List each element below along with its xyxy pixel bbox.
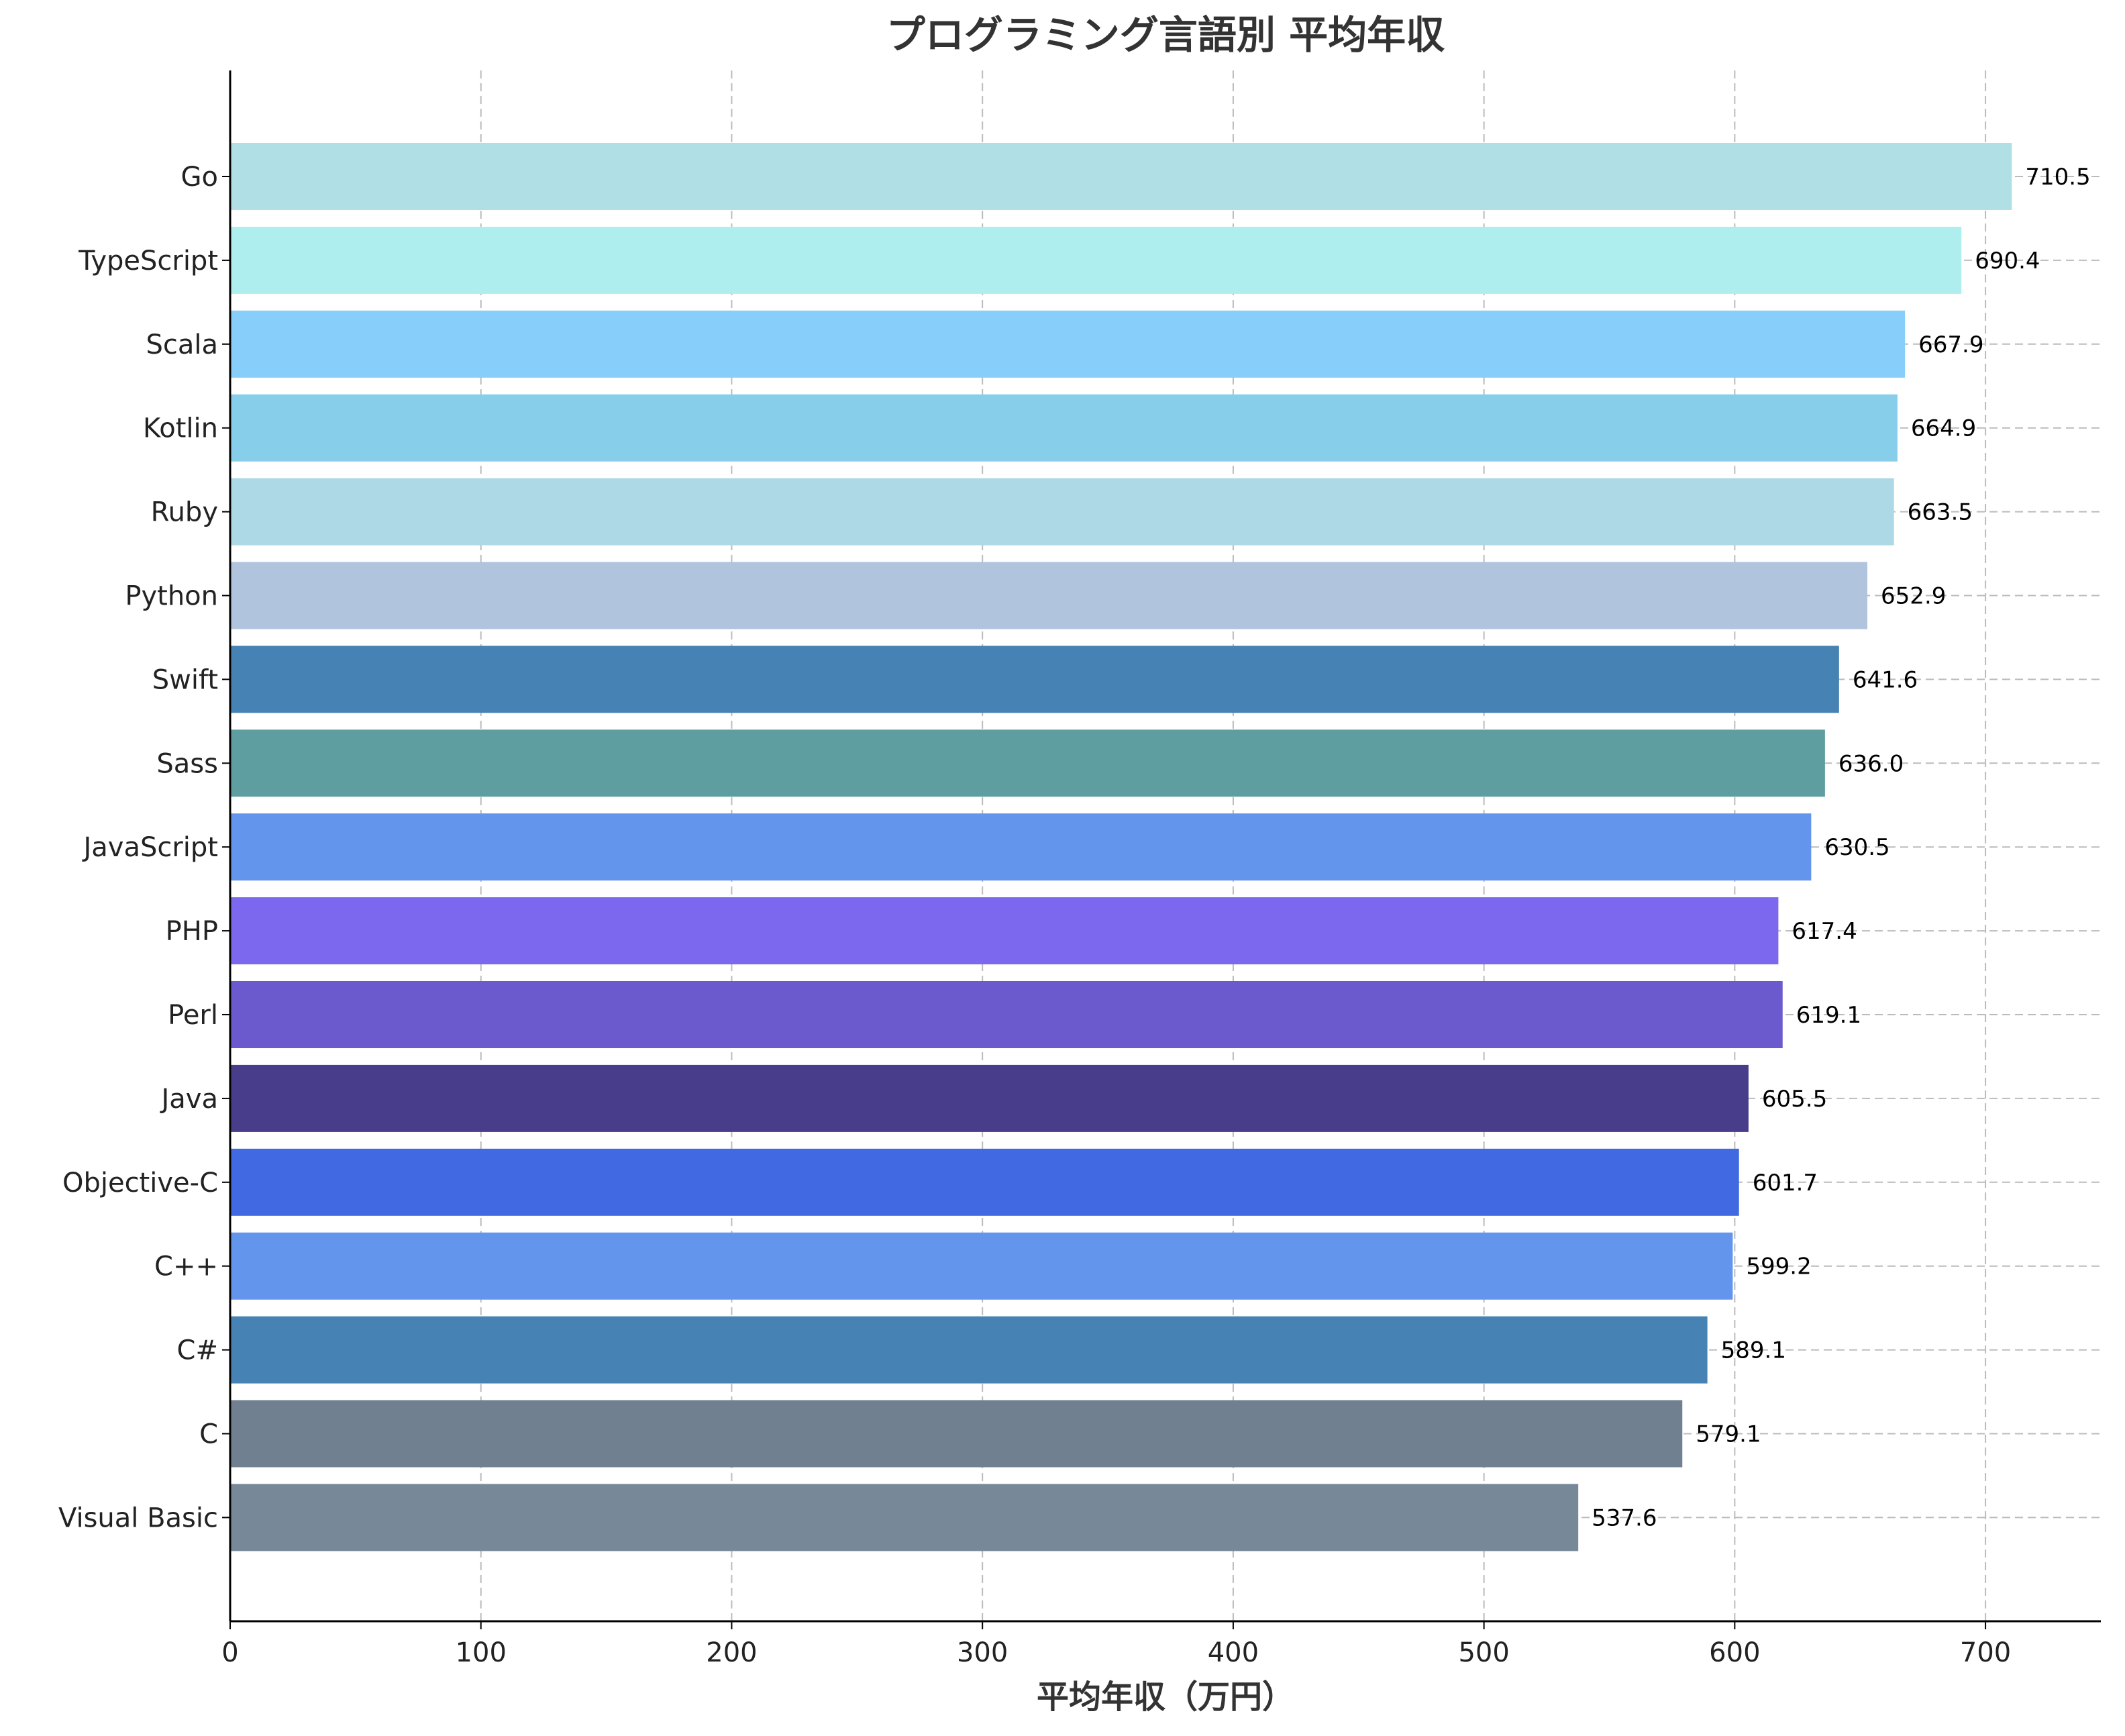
bar-PHP bbox=[230, 897, 1779, 965]
bar-JavaScript bbox=[230, 813, 1812, 881]
value-label: 605.5 bbox=[1762, 1086, 1827, 1113]
bar-Objective-C bbox=[230, 1148, 1739, 1216]
bar-Sass bbox=[230, 729, 1825, 797]
y-tick-label: C bbox=[199, 1419, 218, 1450]
bar-Perl bbox=[230, 981, 1783, 1048]
value-label: 710.5 bbox=[2025, 164, 2090, 191]
value-label: 589.1 bbox=[1721, 1337, 1786, 1364]
bar-Kotlin bbox=[230, 394, 1898, 462]
value-label: 617.4 bbox=[1792, 918, 1857, 945]
bar-Scala bbox=[230, 310, 1906, 378]
value-label: 667.9 bbox=[1918, 331, 1983, 358]
value-label: 619.1 bbox=[1796, 1002, 1861, 1029]
bar-Visual Basic bbox=[230, 1484, 1579, 1551]
x-axis-label: 平均年収（万円） bbox=[1037, 1678, 1294, 1716]
bar-C# bbox=[230, 1316, 1708, 1384]
y-tick-label: TypeScript bbox=[78, 246, 218, 276]
y-tick-label: Visual Basic bbox=[58, 1502, 218, 1533]
chart-title: プログラミング言語別 平均年収 bbox=[886, 12, 1445, 58]
value-label: 601.7 bbox=[1753, 1170, 1818, 1196]
y-tick-labels: Go TypeScript Scala Kotlin Ruby Python Swift Sa… bbox=[58, 162, 230, 1533]
value-label: 636.0 bbox=[1838, 750, 1904, 777]
y-tick-label: JavaScript bbox=[81, 832, 218, 863]
y-tick-label: Perl bbox=[168, 1000, 218, 1031]
value-label: 663.5 bbox=[1908, 499, 1973, 526]
bar-Java bbox=[230, 1064, 1749, 1132]
x-tick-label: 600 bbox=[1709, 1637, 1760, 1668]
bar-Ruby bbox=[230, 478, 1894, 546]
y-tick-label: Ruby bbox=[151, 497, 218, 528]
bar-Go bbox=[230, 143, 2012, 210]
value-label: 599.2 bbox=[1746, 1254, 1811, 1280]
y-tick-label: Go bbox=[181, 162, 218, 193]
y-tick-label: PHP bbox=[166, 916, 218, 947]
y-tick-label: C++ bbox=[154, 1252, 218, 1282]
x-tick-label: 500 bbox=[1458, 1637, 1509, 1668]
bar-Swift bbox=[230, 646, 1839, 713]
y-tick-label: Swift bbox=[152, 664, 218, 695]
y-tick-label: Kotlin bbox=[143, 413, 218, 444]
y-tick-label: Objective-C bbox=[62, 1168, 218, 1198]
x-tick-label: 700 bbox=[1960, 1637, 2011, 1668]
bars bbox=[230, 143, 2012, 1551]
value-labels: 710.5 690.4 667.9 664.9 663.5 652.9 641.6 636.0… bbox=[1592, 164, 2091, 1531]
x-tick-label: 400 bbox=[1208, 1637, 1259, 1668]
y-tick-label: Sass bbox=[156, 748, 218, 779]
value-label: 690.4 bbox=[1975, 248, 2040, 274]
value-label: 664.9 bbox=[1911, 415, 1976, 442]
value-label: 630.5 bbox=[1824, 834, 1889, 861]
y-tick-label: Scala bbox=[146, 329, 218, 360]
bar-C bbox=[230, 1400, 1683, 1468]
y-tick-label: Python bbox=[125, 581, 218, 612]
x-tick-labels: 0 100 200 300 400 500 600 700 bbox=[221, 1621, 2011, 1668]
bar-C++ bbox=[230, 1232, 1733, 1300]
bar-Python bbox=[230, 562, 1868, 629]
value-label: 652.9 bbox=[1881, 583, 1946, 610]
value-label: 641.6 bbox=[1853, 666, 1918, 693]
x-tick-label: 0 bbox=[221, 1637, 238, 1668]
y-tick-label: Java bbox=[160, 1084, 219, 1115]
y-tick-label: C# bbox=[177, 1335, 218, 1366]
x-tick-label: 300 bbox=[957, 1637, 1008, 1668]
x-tick-label: 100 bbox=[456, 1637, 507, 1668]
x-tick-label: 200 bbox=[706, 1637, 757, 1668]
value-label: 579.1 bbox=[1696, 1421, 1761, 1448]
value-label: 537.6 bbox=[1592, 1504, 1657, 1531]
bar-TypeScript bbox=[230, 226, 1962, 294]
